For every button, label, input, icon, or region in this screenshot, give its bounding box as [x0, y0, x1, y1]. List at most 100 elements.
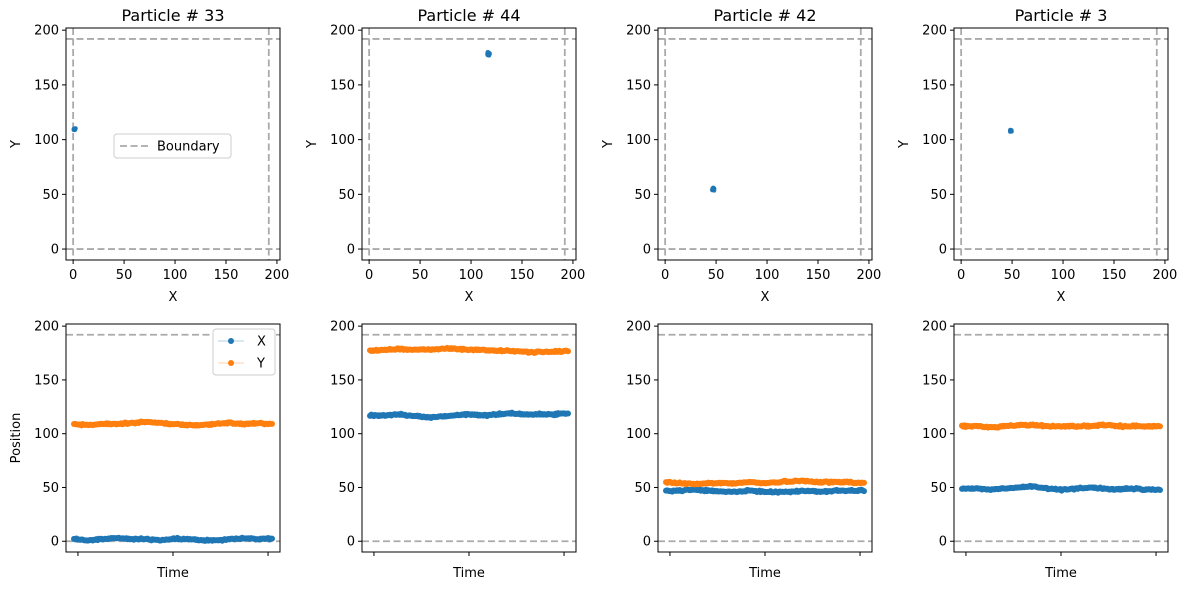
y-tick-label: 0	[347, 243, 355, 258]
data-point-y	[269, 420, 275, 427]
data-point	[710, 186, 715, 191]
x-tick-label: 200	[857, 268, 882, 283]
axes-frame	[361, 27, 577, 261]
legend-swatch-marker	[228, 338, 234, 344]
x-tick-label: 150	[1102, 268, 1127, 283]
y-tick-label: 100	[626, 133, 651, 148]
y-axis-label: Y	[9, 140, 24, 149]
subplot-6: 0 50 100 150 200 Time	[330, 320, 577, 581]
x-tick-label: 200	[1153, 268, 1178, 283]
x-axis-label: X	[465, 290, 474, 305]
y-tick-label: 50	[338, 481, 355, 496]
y-axis-label: Y	[897, 140, 912, 149]
legend: XY	[212, 328, 276, 376]
x-axis-label: X	[761, 290, 770, 305]
y-tick-label: 50	[930, 188, 947, 203]
x-axis-label: Time	[748, 566, 781, 581]
subplot-3: 0 50 100 150 200 0 50 100 150 200 X Y Particle # 42	[601, 6, 881, 305]
data-point-x	[269, 535, 275, 542]
x-tick-label: 50	[412, 268, 429, 283]
data-point	[1009, 128, 1014, 133]
y-tick-label: 200	[330, 24, 355, 39]
axes-frame	[361, 323, 577, 553]
y-tick-label: 150	[922, 373, 947, 388]
data-point-x	[1157, 487, 1163, 494]
y-tick-label: 0	[51, 535, 59, 550]
y-tick-label: 100	[922, 133, 947, 148]
x-tick-label: 100	[1051, 268, 1076, 283]
y-tick-label: 0	[939, 535, 947, 550]
y-tick-label: 150	[626, 78, 651, 93]
y-tick-label: 150	[922, 78, 947, 93]
y-tick-label: 100	[330, 133, 355, 148]
y-tick-label: 100	[34, 427, 59, 442]
subplot-4: 0 50 100 150 200 0 50 100 150 200 X Y Particle # 3	[897, 6, 1177, 305]
y-tick-label: 50	[42, 188, 59, 203]
legend-label: X	[257, 335, 266, 350]
y-tick-label: 100	[922, 427, 947, 442]
x-axis-label: Time	[452, 566, 485, 581]
data-point	[485, 52, 490, 57]
y-tick-label: 100	[34, 133, 59, 148]
x-tick-label: 0	[661, 268, 669, 283]
data-point-y	[861, 479, 867, 486]
axes-frame	[953, 27, 1169, 261]
y-tick-label: 0	[643, 243, 651, 258]
y-tick-label: 200	[626, 320, 651, 335]
x-tick-label: 100	[163, 268, 188, 283]
subplot-1: 0 50 100 150 200 0 50 100 150 200 X Y Particle # 33 B…	[9, 6, 289, 305]
x-tick-label: 0	[69, 268, 77, 283]
legend-label: Y	[256, 357, 265, 372]
chart-title: Particle # 33	[121, 6, 224, 25]
y-tick-label: 50	[930, 481, 947, 496]
y-tick-label: 150	[626, 373, 651, 388]
subplot-5: 0 50 100 150 200 Time Position XY	[9, 320, 281, 581]
x-tick-label: 150	[214, 268, 239, 283]
y-tick-label: 200	[626, 24, 651, 39]
y-tick-label: 100	[626, 427, 651, 442]
y-tick-label: 50	[634, 188, 651, 203]
x-tick-label: 100	[755, 268, 780, 283]
y-tick-label: 200	[922, 320, 947, 335]
x-tick-label: 0	[365, 268, 373, 283]
x-tick-label: 0	[957, 268, 965, 283]
y-tick-label: 50	[42, 481, 59, 496]
y-tick-label: 200	[922, 24, 947, 39]
x-tick-label: 50	[708, 268, 725, 283]
data-point	[73, 127, 78, 132]
axes-frame	[953, 323, 1169, 553]
subplot-2: 0 50 100 150 200 0 50 100 150 200 X Y Particle # 44	[305, 6, 585, 305]
y-tick-label: 150	[34, 78, 59, 93]
x-tick-label: 150	[510, 268, 535, 283]
x-tick-label: 150	[806, 268, 831, 283]
legend-swatch-marker	[228, 360, 234, 366]
y-tick-label: 200	[34, 320, 59, 335]
x-axis-label: X	[169, 290, 178, 305]
y-tick-label: 0	[51, 243, 59, 258]
y-tick-label: 200	[330, 320, 355, 335]
y-tick-label: 100	[330, 427, 355, 442]
chart-title: Particle # 3	[1015, 6, 1108, 25]
y-tick-label: 0	[643, 535, 651, 550]
x-tick-label: 50	[1004, 268, 1021, 283]
legend: Boundary	[113, 133, 232, 159]
data-point-x	[861, 488, 867, 495]
data-point-y	[1157, 423, 1163, 430]
axes-frame	[657, 27, 873, 261]
axes-frame	[657, 323, 873, 553]
data-point-x	[565, 410, 571, 417]
x-axis-label: X	[1057, 290, 1066, 305]
chart-title: Particle # 44	[417, 6, 520, 25]
legend-label: Boundary	[157, 140, 220, 155]
x-tick-label: 100	[459, 268, 484, 283]
y-tick-label: 50	[338, 188, 355, 203]
y-tick-label: 50	[634, 481, 651, 496]
x-tick-label: 200	[561, 268, 586, 283]
x-tick-label: 50	[116, 268, 133, 283]
legend-frame	[113, 133, 232, 159]
x-tick-label: 200	[265, 268, 290, 283]
y-axis-label: Y	[305, 140, 320, 149]
chart-title: Particle # 42	[713, 6, 816, 25]
data-point-y	[565, 348, 571, 355]
